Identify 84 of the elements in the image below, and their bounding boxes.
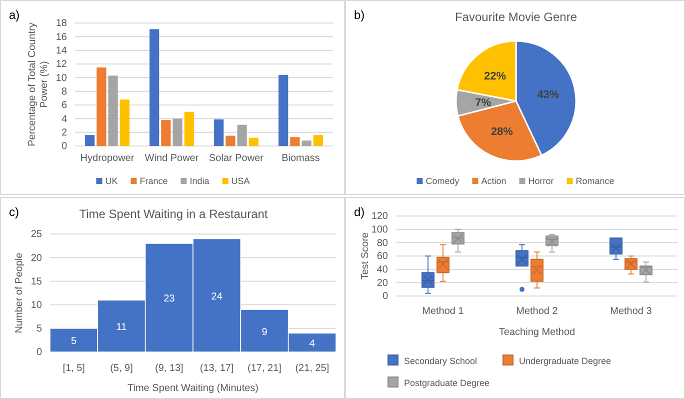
bar [278,74,288,146]
bar [248,138,258,146]
x-tick-label: Hydropower [80,153,135,164]
x-tick-label: Method 3 [610,306,652,317]
data-label: 28% [490,126,514,138]
x-tick-label: (13, 17] [200,363,234,374]
bar [85,135,95,146]
y-tick-label: 20 [30,252,42,264]
y-tick-label: 60 [376,251,388,262]
legend-label: France [140,176,168,186]
x-tick-label: (9, 13] [154,363,184,374]
text: c) [9,205,19,219]
y-tick-label: 0 [61,141,68,152]
y-tick-label: 12 [56,59,68,70]
bar [172,118,182,146]
legend-label: USA [231,176,250,186]
y-tick-label: 0 [36,347,42,358]
y-axis-title: Test Score [360,232,371,280]
x-axis-title: Teaching Method [498,327,576,338]
y-tick-label: 40 [376,264,388,276]
y-tick-label: 16 [56,32,68,43]
bar [184,112,194,146]
y-tick-label: 5 [36,324,42,335]
legend-label: Action [481,176,506,186]
x-tick-label: Biomass [282,153,320,164]
data-label: 5 [71,336,78,348]
text: d) [354,205,365,219]
legend-label: Comedy [426,176,460,186]
y-tick-label: 6 [61,100,68,112]
data-label: 4 [309,338,316,350]
text: b) [354,8,365,22]
bar [96,67,106,146]
y-tick-label: 15 [30,276,42,288]
chart-title: Time Spent Waiting in a Restaurant [79,207,268,221]
y-tick-label: 80 [376,238,388,249]
bar [108,76,118,146]
data-label: 23 [164,294,176,305]
bar [302,140,312,146]
y-tick-label: 4 [61,114,68,125]
text: a) [9,8,20,22]
legend-label: Postgraduate Degree [404,378,490,388]
legend-label: Undergraduate Degree [519,356,612,366]
y-tick-label: 10 [56,72,68,84]
x-tick-label: Wind Power [144,153,200,164]
data-label: 7% [475,97,492,110]
y-tick-label: 20 [376,278,388,289]
y-tick-label: 100 [371,224,388,236]
legend-label: Horror [528,176,554,186]
legend-label: UK [105,176,118,186]
y-tick-label: 14 [56,46,68,57]
x-tick-label: [1, 5] [62,363,86,374]
x-tick-label: Method 1 [422,306,464,317]
y-axis-title: Number of People [14,252,25,334]
legend-label: Secondary School [404,356,478,366]
data-label: 11 [116,322,128,334]
data-label: 24 [211,291,223,302]
y-tick-label: 0 [382,291,388,302]
bar [290,137,300,146]
x-tick-label: Solar Power [209,153,264,164]
x-axis-title: Time Spent Waiting (Minutes) [128,383,258,394]
y-tick-label: 120 [371,211,388,222]
bar [120,100,130,146]
y-tick-label: 10 [30,300,42,311]
bar [150,29,160,146]
x-tick-label: (21, 25] [295,363,330,374]
bar [237,124,247,146]
x-tick-label: (17, 21] [248,363,282,374]
y-tick-label: 8 [61,86,68,98]
bar [226,136,236,146]
data-label: 43% [537,88,560,101]
x-tick-label: (5, 9] [110,363,134,374]
bar [161,120,171,146]
y-tick-label: 25 [30,229,42,240]
data-label: 9 [262,326,268,338]
chart-title: Favourite Movie Genre [454,10,578,24]
bar [214,119,224,146]
legend-label: Romance [576,176,614,186]
y-tick-label: 18 [56,18,68,30]
data-label: 22% [484,70,506,83]
y-axis-title: Percentage of Total Country Power (%) [27,22,50,146]
legend-label: India [190,176,210,186]
y-tick-label: 2 [61,128,68,139]
bar [313,135,323,146]
x-tick-label: Method 2 [516,306,558,317]
